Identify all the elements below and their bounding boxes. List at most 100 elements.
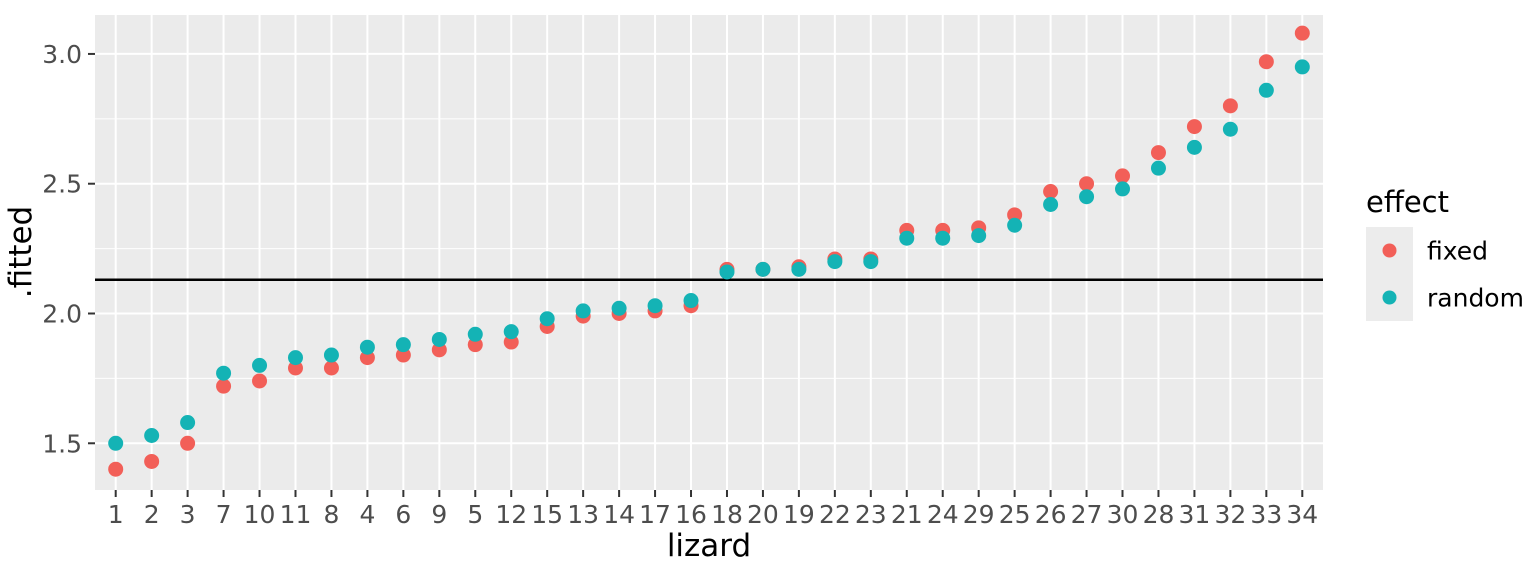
data-point-random: [144, 427, 160, 443]
data-point-random: [395, 337, 411, 353]
y-tick-label: 2.0: [42, 299, 82, 328]
data-point-random: [216, 365, 232, 381]
data-point-random: [863, 254, 879, 270]
data-point-random: [971, 228, 987, 244]
x-tick-label: 18: [711, 500, 743, 529]
data-point-fixed: [252, 373, 268, 389]
data-point-random: [180, 415, 196, 431]
data-point-random: [1186, 139, 1202, 155]
data-point-random: [1294, 59, 1310, 75]
plot-panel: 1.52.02.53.01 2 3 7 10 11 8 4 6 9 5 12 15 13 14 17 16 18 2…: [42, 15, 1323, 529]
legend-label-fixed: fixed: [1427, 237, 1488, 266]
data-point-random: [539, 311, 555, 327]
data-point-random: [1007, 217, 1023, 233]
x-tick-label: 4: [359, 500, 375, 529]
x-tick-label: 8: [323, 500, 339, 529]
x-tick-label: 1: [108, 500, 124, 529]
legend: effect fixed random: [1366, 185, 1524, 321]
x-tick-label: 14: [603, 500, 635, 529]
x-tick-label: 19: [783, 500, 815, 529]
data-point-random: [108, 435, 124, 451]
data-point-fixed: [1222, 98, 1238, 114]
data-point-fixed: [144, 453, 160, 469]
x-tick-label: 7: [216, 500, 232, 529]
data-point-fixed: [1150, 145, 1166, 161]
data-point-fixed: [1186, 119, 1202, 135]
data-point-random: [1115, 181, 1131, 197]
data-point-fixed: [395, 347, 411, 363]
data-point-random: [503, 324, 519, 340]
x-tick-label: 9: [431, 500, 447, 529]
data-point-fixed: [1294, 25, 1310, 41]
data-point-fixed: [1043, 184, 1059, 200]
data-point-fixed: [216, 378, 232, 394]
data-point-random: [1258, 82, 1274, 98]
x-tick-label: 32: [1214, 500, 1246, 529]
legend-label-random: random: [1427, 284, 1524, 313]
legend-dot-random-icon: [1382, 290, 1397, 305]
x-tick-label: 27: [1071, 500, 1103, 529]
x-tick-label: 5: [467, 500, 483, 529]
x-tick-label: 20: [747, 500, 779, 529]
x-tick-label: 17: [639, 500, 671, 529]
x-tick-label: 22: [819, 500, 851, 529]
data-point-random: [791, 261, 807, 277]
data-point-random: [683, 293, 699, 309]
x-tick-label: 10: [244, 500, 276, 529]
data-point-random: [287, 350, 303, 366]
x-tick-label: 12: [495, 500, 527, 529]
x-tick-label: 21: [891, 500, 923, 529]
y-tick-label: 2.5: [42, 170, 82, 199]
data-point-fixed: [180, 435, 196, 451]
legend-title: effect: [1366, 185, 1449, 219]
data-point-random: [827, 254, 843, 270]
data-point-random: [611, 300, 627, 316]
legend-dot-fixed-icon: [1382, 243, 1397, 258]
data-point-random: [1222, 121, 1238, 137]
data-point-fixed: [1007, 207, 1023, 223]
data-point-random: [719, 264, 735, 280]
x-tick-label: 2: [144, 500, 160, 529]
data-point-random: [647, 298, 663, 314]
x-tick-label: 25: [999, 500, 1031, 529]
data-point-random: [1079, 189, 1095, 205]
data-point-random: [431, 331, 447, 347]
data-point-random: [899, 230, 915, 246]
data-point-random: [467, 326, 483, 342]
x-tick-label: 15: [531, 500, 563, 529]
x-tick-label: 30: [1107, 500, 1139, 529]
data-point-random: [252, 357, 268, 373]
y-axis-title: .fitted: [3, 206, 39, 298]
x-tick-label: 29: [963, 500, 995, 529]
data-point-random: [1043, 196, 1059, 212]
x-axis-title: lizard: [667, 528, 751, 564]
data-point-random: [935, 230, 951, 246]
data-point-fixed: [431, 342, 447, 358]
data-point-random: [575, 303, 591, 319]
x-tick-label: 33: [1250, 500, 1282, 529]
data-point-fixed: [1079, 176, 1095, 192]
x-tick-label: 26: [1035, 500, 1067, 529]
x-tick-label: 13: [567, 500, 599, 529]
data-point-fixed: [287, 360, 303, 376]
x-tick-label: 24: [927, 500, 959, 529]
data-point-random: [359, 339, 375, 355]
data-point-random: [1150, 160, 1166, 176]
y-tick-label: 3.0: [42, 40, 82, 69]
x-tick-label: 23: [855, 500, 887, 529]
data-point-fixed: [323, 360, 339, 376]
x-tick-label: 6: [395, 500, 411, 529]
data-point-fixed: [1258, 54, 1274, 70]
x-tick-label: 16: [675, 500, 707, 529]
data-point-fixed: [1115, 168, 1131, 184]
data-point-random: [323, 347, 339, 363]
data-point-fixed: [503, 334, 519, 350]
data-point-random: [755, 261, 771, 277]
x-tick-label: 34: [1286, 500, 1318, 529]
x-tick-label: 11: [280, 500, 312, 529]
panel-background: [95, 15, 1323, 490]
x-tick-label: 31: [1179, 500, 1211, 529]
x-tick-label: 28: [1143, 500, 1175, 529]
